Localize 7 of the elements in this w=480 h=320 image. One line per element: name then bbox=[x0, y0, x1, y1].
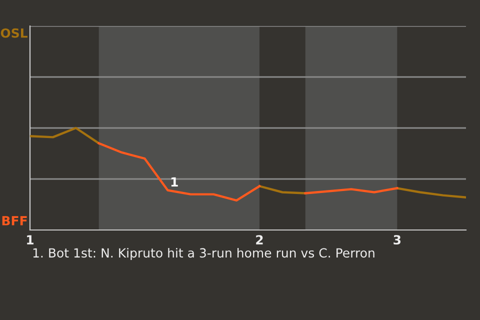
annotation: 1 bbox=[171, 177, 178, 186]
text: BFF bbox=[2, 216, 27, 226]
text: 1. Bot 1st: N. Kipruto hit a 3-run home run vs C. Perron bbox=[33, 248, 374, 260]
x-tick-label: 3 bbox=[394, 235, 401, 245]
text: OSL bbox=[0, 28, 28, 38]
x-tick-label: 2 bbox=[256, 235, 263, 244]
x-tick-label: 1 bbox=[27, 235, 34, 244]
